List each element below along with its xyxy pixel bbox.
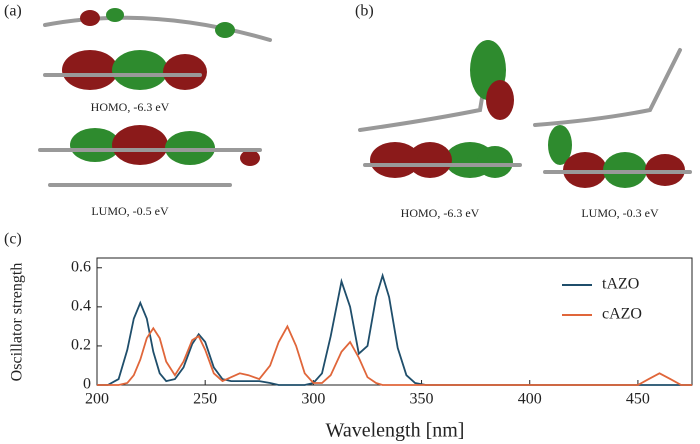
orbital	[112, 125, 168, 165]
caption: HOMO, -6.3 eV	[401, 206, 480, 220]
orbital	[215, 22, 235, 38]
caption: HOMO, -6.3 eV	[91, 100, 170, 114]
y-axis-label: Oscillator strength	[9, 263, 26, 382]
panel-a: (a) HOMO, -6.3 eV LUMO, -0.5 eV	[4, 3, 272, 218]
x-axis-label: Wavelength [nm]	[326, 420, 465, 442]
molecule	[43, 15, 272, 42]
panel-label: (b)	[355, 3, 374, 20]
x-tick-label: 200	[85, 391, 109, 408]
orbital	[477, 146, 513, 178]
orbital	[370, 142, 420, 178]
orbital	[163, 54, 207, 90]
x-tick-label: 250	[193, 391, 217, 408]
orbital	[112, 50, 168, 90]
x-tick-label: 350	[410, 391, 434, 408]
y-tick-label: 0.2	[71, 337, 91, 354]
panel-b: (b) HOMO, -6.3 eV LUMO, -0.3 eV	[355, 3, 692, 220]
orbital	[240, 150, 260, 166]
molecule	[38, 148, 262, 187]
series-line	[97, 324, 692, 386]
molecule	[358, 48, 492, 132]
orbital	[408, 142, 452, 178]
orbital	[548, 125, 572, 165]
y-tick-label: 0	[83, 376, 91, 393]
orbital	[106, 8, 124, 22]
molecule	[533, 48, 682, 127]
caption: LUMO, -0.5 eV	[91, 204, 169, 218]
y-tick-label: 0.4	[71, 298, 91, 315]
x-tick-label: 400	[518, 391, 542, 408]
x-tick-label: 300	[301, 391, 325, 408]
legend-label: cAZO	[602, 306, 642, 323]
orbital	[486, 80, 514, 120]
orbital	[62, 50, 118, 90]
panel-label: (a)	[4, 3, 22, 20]
x-tick-label: 450	[626, 391, 650, 408]
orbital	[70, 128, 120, 162]
orbital	[80, 10, 100, 26]
caption: LUMO, -0.3 eV	[581, 206, 659, 220]
legend-label: tAZO	[602, 276, 639, 293]
y-tick-label: 0.6	[71, 258, 91, 275]
panel-label: (c)	[4, 231, 22, 248]
